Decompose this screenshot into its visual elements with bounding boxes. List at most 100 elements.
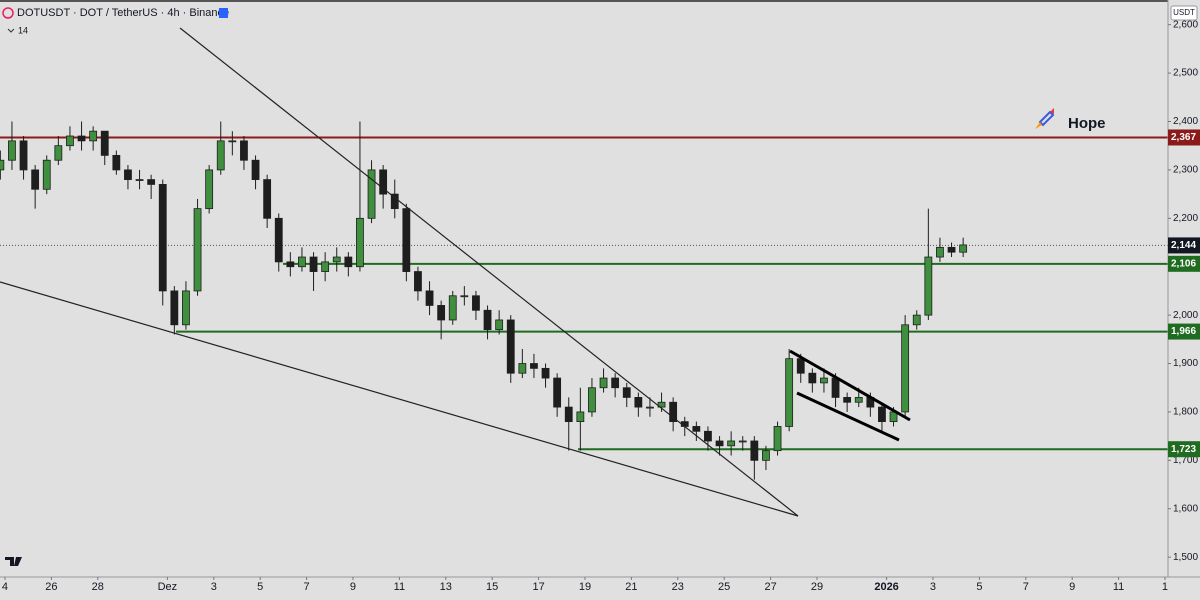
candle-body	[193, 208, 202, 292]
x-tick-label: 9	[1069, 581, 1075, 593]
x-tick-label: 21	[625, 581, 637, 593]
candle-body	[762, 450, 770, 461]
candle-body	[715, 440, 724, 447]
candle-body	[924, 256, 933, 316]
candle-body	[228, 140, 237, 143]
x-tick-label: 27	[764, 581, 776, 593]
candle-body	[448, 295, 457, 321]
collapse-icon	[7, 28, 15, 33]
candle-body	[692, 426, 701, 432]
candle-body	[553, 377, 562, 408]
candle-body	[646, 406, 654, 409]
candle-body	[750, 440, 759, 461]
candle-body	[42, 159, 51, 190]
candle-body	[402, 208, 411, 272]
candle-body	[263, 179, 272, 219]
x-tick-label: 3	[930, 581, 936, 593]
y-tick-label: 2,600	[1173, 19, 1198, 30]
candle-body	[820, 377, 828, 384]
x-tick-label: 11	[394, 581, 405, 593]
level-tag	[1168, 441, 1200, 458]
candle-body	[205, 169, 214, 210]
candle-body	[669, 401, 678, 423]
level-tag	[1168, 255, 1200, 272]
y-tick-label: 1,900	[1173, 358, 1198, 369]
x-tick-label: 5	[976, 581, 982, 593]
candle-body	[912, 314, 921, 326]
tv-logo	[5, 557, 22, 566]
annotation: Hope	[1068, 115, 1106, 132]
symbol-icon	[2, 7, 14, 19]
level-tag	[1168, 323, 1200, 340]
candle-body	[738, 440, 747, 443]
candle-body	[100, 130, 109, 156]
level-label: 1,723	[1171, 444, 1196, 455]
candle-body	[356, 217, 364, 268]
y-tick-label: 1,600	[1173, 503, 1198, 514]
x-tick-label: 5	[257, 581, 263, 593]
candle-body	[541, 367, 550, 379]
candle-body	[657, 401, 666, 408]
y-tick-label: 1,700	[1173, 455, 1198, 466]
candle-body	[112, 154, 121, 171]
candle-body	[704, 430, 712, 442]
time-axis	[0, 577, 1168, 595]
candle-body	[785, 358, 794, 427]
candle-body	[472, 295, 480, 311]
x-tick-label: 19	[579, 581, 591, 593]
candle-body	[796, 358, 805, 374]
candle-body	[414, 271, 422, 292]
x-tick-label: 4	[2, 581, 8, 593]
y-tick-label: 2,000	[1173, 310, 1198, 321]
candle-body	[182, 290, 190, 326]
candle-body	[332, 256, 341, 263]
y-tick-label: 1,800	[1173, 407, 1198, 418]
level-label: 2,367	[1171, 132, 1196, 143]
trend-line	[179, 27, 799, 517]
candle-body	[576, 411, 585, 423]
candle-body	[518, 363, 527, 374]
candle-body	[773, 426, 782, 452]
x-tick-label: 11	[1113, 581, 1124, 593]
candle-body	[19, 140, 28, 171]
candle-body	[0, 159, 5, 171]
plot-area	[0, 121, 1168, 480]
candle-body	[298, 256, 306, 268]
x-tick-label: 28	[92, 581, 104, 593]
price-axis	[1168, 0, 1200, 595]
y-tick-label: 1,500	[1173, 552, 1198, 563]
candle-body	[31, 169, 40, 190]
y-tick-label: 2,300	[1173, 165, 1198, 176]
candle-body	[54, 145, 63, 161]
x-tick-label: 25	[718, 581, 730, 593]
candle-body	[437, 305, 446, 321]
candle-body	[124, 169, 132, 180]
candle-body	[216, 140, 225, 171]
x-tick-label: 3	[211, 581, 217, 593]
chart-title: DOTUSDT · DOT / TetherUS · 4h · Binance	[17, 7, 229, 19]
candle-body	[89, 130, 98, 142]
candle-body	[622, 387, 631, 398]
candle-body	[379, 169, 388, 195]
candle-body	[611, 377, 620, 389]
candle-body	[344, 256, 353, 268]
x-tick-label: 7	[304, 581, 310, 593]
channel-line	[796, 391, 900, 442]
channel-line	[789, 349, 911, 422]
candle-body	[506, 319, 515, 374]
currency-box	[1170, 5, 1198, 21]
candle-body	[947, 246, 956, 253]
candle-body	[808, 372, 817, 384]
flag-icon	[219, 8, 228, 18]
x-tick-label: 15	[486, 581, 498, 593]
y-tick-label: 2,400	[1173, 116, 1198, 127]
trend-line	[0, 281, 799, 517]
x-tick-label: 9	[350, 581, 356, 593]
candle-body	[878, 406, 886, 423]
candle-body	[936, 246, 944, 258]
candle-body	[599, 377, 608, 389]
candle-body	[158, 184, 167, 292]
x-tick-label: 17	[532, 581, 544, 593]
candle-body	[634, 397, 643, 408]
